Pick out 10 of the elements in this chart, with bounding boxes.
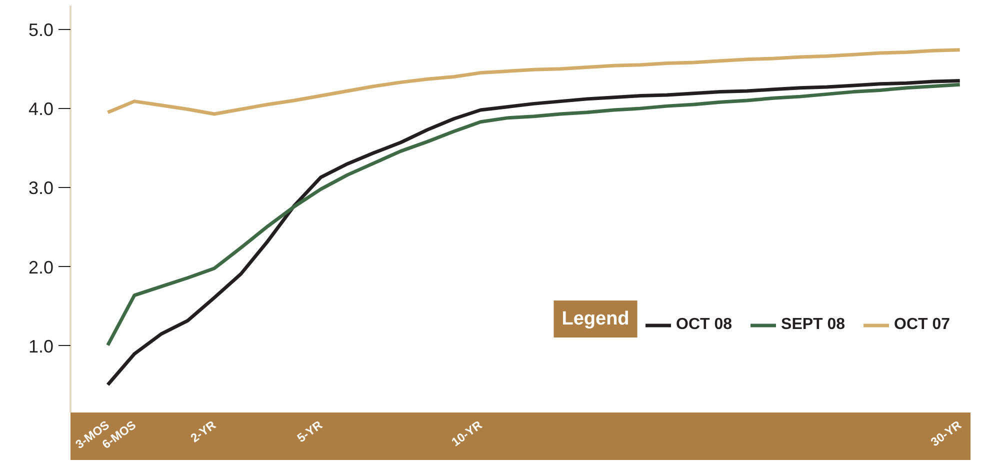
legend-label: OCT 08 — [676, 316, 732, 334]
legend-label: SEPT 08 — [781, 316, 846, 334]
line-series — [106, 48, 962, 116]
y-tick-label: 1.0 — [28, 336, 54, 356]
y-tick-label: 2.0 — [28, 257, 54, 278]
y-tick-label: 4.0 — [28, 98, 54, 119]
legend-label: OCT 07 — [894, 316, 950, 334]
y-tick-label: 3.0 — [28, 178, 54, 198]
y-tick-label: 5.0 — [28, 20, 54, 40]
legend-title: Legend — [562, 308, 630, 330]
